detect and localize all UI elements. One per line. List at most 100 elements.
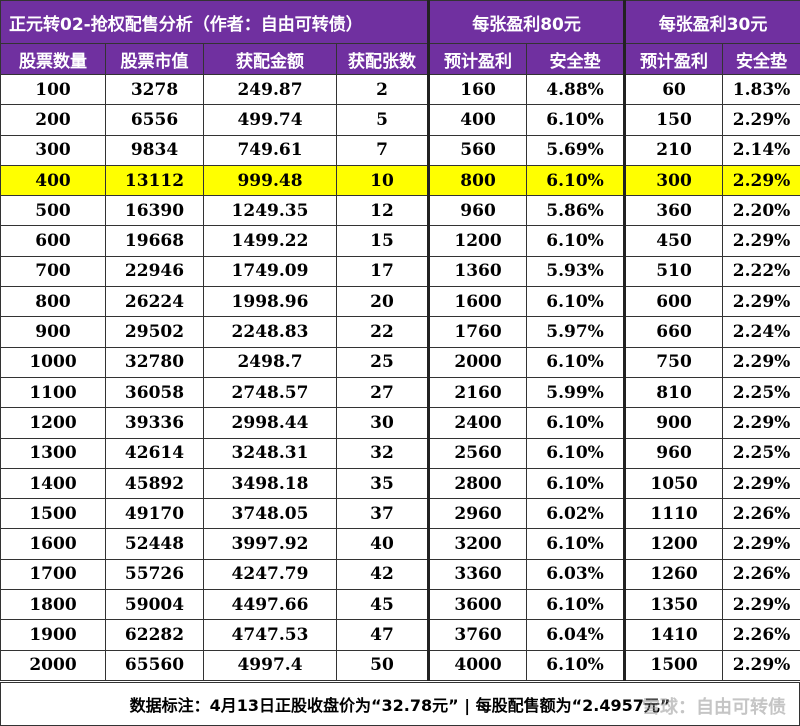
- table-cell: 2.29%: [722, 164, 800, 197]
- table-cell: 2.26%: [722, 558, 800, 591]
- table-cell: 2.29%: [722, 649, 800, 681]
- table-cell: 2.24%: [722, 316, 800, 348]
- table-cell: 5.97%: [526, 316, 626, 348]
- table-cell: 6.02%: [526, 498, 626, 530]
- table-cell: 1350: [623, 589, 724, 621]
- table-row: 1700 55726 4247.79 42 3360 6.03% 1260 2.26%: [0, 558, 800, 591]
- table-cell: 32780: [105, 346, 204, 378]
- table-cell: 900: [623, 407, 724, 439]
- table-cell: 17: [335, 255, 430, 288]
- table-cell: 600: [0, 225, 106, 257]
- table-row: 900 29502 2248.83 22 1760 5.97% 660 2.24%: [0, 316, 800, 348]
- table-cell: 360: [623, 195, 724, 227]
- table-cell: 45892: [105, 467, 204, 500]
- table-cell: 52448: [105, 528, 204, 560]
- table-row: 300 9834 749.61 7 560 5.69% 210 2.14%: [0, 134, 800, 166]
- table-cell: 660: [623, 316, 724, 348]
- table-row: 1900 62282 4747.53 47 3760 6.04% 1410 2.26%: [0, 619, 800, 651]
- table-cell: 6.03%: [526, 558, 626, 591]
- table-cell: 900: [0, 316, 106, 348]
- table-cell: 600: [623, 286, 724, 318]
- table-cell: 2748.57: [203, 376, 337, 409]
- group-30-title: 每张盈利30元: [623, 0, 800, 44]
- table-cell: 62282: [105, 619, 204, 651]
- table-cell: 4747.53: [203, 619, 337, 651]
- table-cell: 5.86%: [526, 195, 626, 227]
- table-cell: 37: [335, 498, 430, 530]
- table-cell: 2.22%: [722, 255, 800, 288]
- table-cell: 4497.66: [203, 589, 337, 621]
- table-row: 1300 42614 3248.31 32 2560 6.10% 960 2.25%: [0, 437, 800, 469]
- table-cell: 1900: [0, 619, 106, 651]
- table-cell: 2498.7: [203, 346, 337, 378]
- table-cell: 1300: [0, 437, 106, 469]
- table-row: 100 3278 249.87 2 160 4.88% 60 1.83%: [0, 73, 800, 106]
- table-cell: 35: [335, 467, 430, 500]
- table-cell: 2.26%: [722, 498, 800, 530]
- table-row: 1600 52448 3997.92 40 3200 6.10% 1200 2.29%: [0, 528, 800, 560]
- table-cell: 800: [427, 164, 528, 197]
- table-cell: 2160: [427, 376, 528, 409]
- table-cell: 60: [623, 73, 724, 106]
- table-cell: 2.29%: [722, 225, 800, 257]
- col-header-market-value: 股票市值: [105, 43, 204, 75]
- table-cell: 249.87: [203, 73, 337, 106]
- table-cell: 25: [335, 346, 430, 378]
- table-cell: 29502: [105, 316, 204, 348]
- table-cell: 3360: [427, 558, 528, 591]
- table-row: 1200 39336 2998.44 30 2400 6.10% 900 2.29%: [0, 407, 800, 439]
- table-cell: 3248.31: [203, 437, 337, 469]
- table-cell: 39336: [105, 407, 204, 439]
- table-cell: 36058: [105, 376, 204, 409]
- table-cell: 40: [335, 528, 430, 560]
- table-cell: 1800: [0, 589, 106, 621]
- table-cell: 7: [335, 134, 430, 166]
- table-row: 700 22946 1749.09 17 1360 5.93% 510 2.22%: [0, 255, 800, 288]
- table-cell: 10: [335, 164, 430, 197]
- table-cell: 4000: [427, 649, 528, 681]
- table-cell: 2998.44: [203, 407, 337, 439]
- table-cell: 2.25%: [722, 437, 800, 469]
- table-cell: 750: [623, 346, 724, 378]
- table-cell: 3200: [427, 528, 528, 560]
- table-cell: 300: [0, 134, 106, 166]
- table-cell: 2.25%: [722, 376, 800, 409]
- col-header-shares: 股票数量: [0, 43, 106, 75]
- table-cell: 22946: [105, 255, 204, 288]
- table-cell: 3600: [427, 589, 528, 621]
- table-row: 1400 45892 3498.18 35 2800 6.10% 1050 2.29%: [0, 467, 800, 500]
- col-header-profit-80: 预计盈利: [427, 43, 528, 75]
- table-cell: 20: [335, 286, 430, 318]
- table-cell: 27: [335, 376, 430, 409]
- table-cell: 16390: [105, 195, 204, 227]
- table-cell: 1499.22: [203, 225, 337, 257]
- table-cell: 6.10%: [526, 528, 626, 560]
- table-cell: 1410: [623, 619, 724, 651]
- table-cell: 160: [427, 73, 528, 106]
- table-cell: 2.29%: [722, 346, 800, 378]
- table-cell: 500: [0, 195, 106, 227]
- table-cell: 800: [0, 286, 106, 318]
- table-cell: 4997.4: [203, 649, 337, 681]
- table-cell: 200: [0, 104, 106, 136]
- table-row: 1100 36058 2748.57 27 2160 5.99% 810 2.25%: [0, 376, 800, 409]
- table-cell: 6556: [105, 104, 204, 136]
- table-cell: 2.29%: [722, 589, 800, 621]
- table-cell: 100: [0, 73, 106, 106]
- col-header-allocation-amount: 获配金额: [203, 43, 337, 75]
- table-cell: 2.14%: [722, 134, 800, 166]
- table-cell: 1200: [623, 528, 724, 560]
- table-cell: 65560: [105, 649, 204, 681]
- table-cell: 6.10%: [526, 164, 626, 197]
- table-cell: 2.29%: [722, 104, 800, 136]
- table-cell: 300: [623, 164, 724, 197]
- table-cell: 47: [335, 619, 430, 651]
- table-cell: 210: [623, 134, 724, 166]
- table-cell: 1260: [623, 558, 724, 591]
- table-cell: 2800: [427, 467, 528, 500]
- table-cell: 450: [623, 225, 724, 257]
- table-cell: 2400: [427, 407, 528, 439]
- table-cell: 1500: [623, 649, 724, 681]
- table-cell: 3997.92: [203, 528, 337, 560]
- title-row: 正元转02-抢权配售分析（作者：自由可转债） 每张盈利80元 每张盈利30元: [0, 0, 800, 44]
